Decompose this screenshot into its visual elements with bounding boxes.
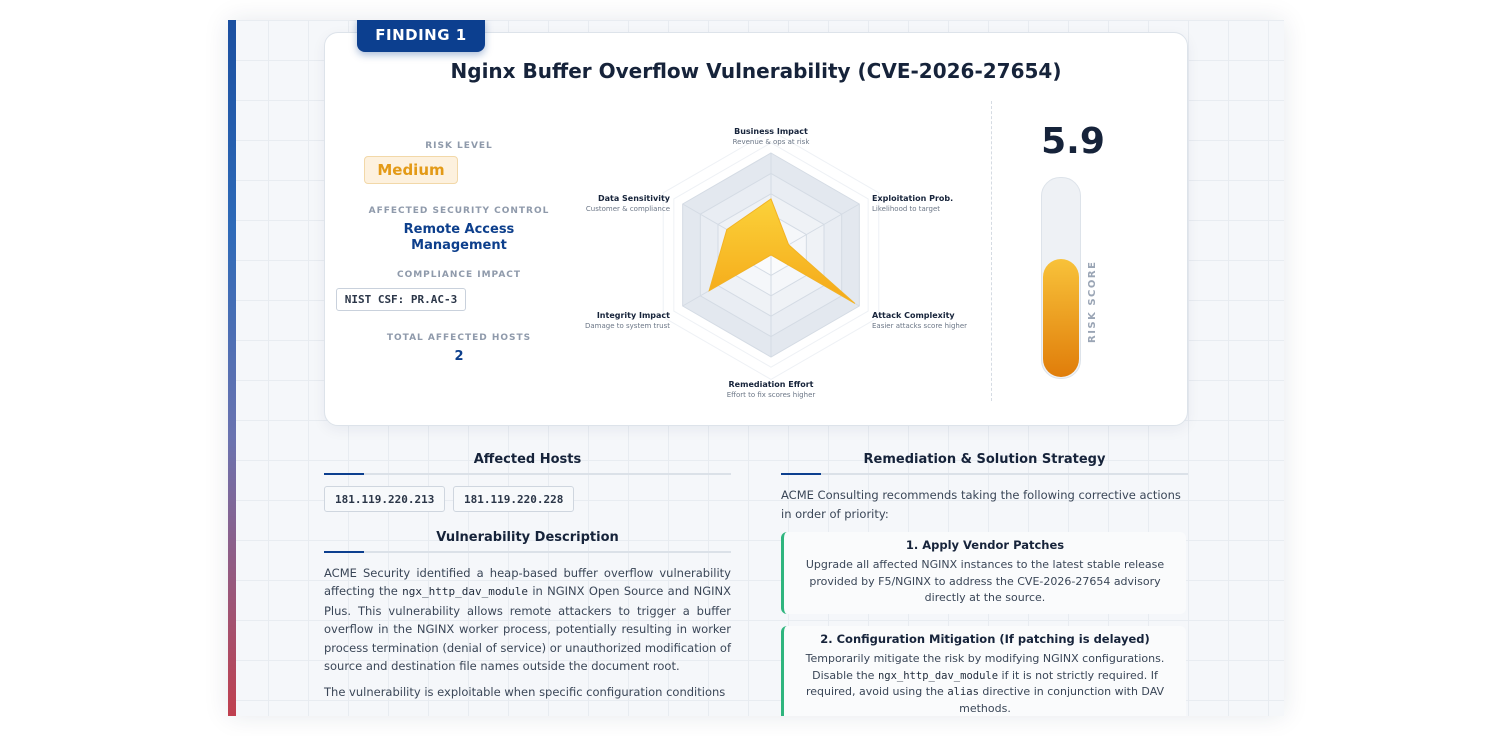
vulnerability-description-heading: Vulnerability Description bbox=[324, 530, 731, 553]
radar-axis-label: Integrity Impact bbox=[597, 311, 670, 320]
compliance-value: NIST CSF: PR.AC-3 bbox=[335, 288, 467, 311]
risk-score-value: 5.9 bbox=[1041, 121, 1105, 162]
accent-bar bbox=[228, 20, 236, 716]
compliance-label: COMPLIANCE IMPACT bbox=[396, 270, 522, 280]
radar-axis-label: Data Sensitivity bbox=[598, 194, 671, 203]
radar-axis-label: Attack Complexity bbox=[872, 311, 955, 320]
risk-radar-chart: Business Impact Revenue & ops at risk Expl… bbox=[585, 127, 967, 399]
module-name: ngx_http_dav_module bbox=[402, 585, 529, 599]
step-title: 2. Configuration Mitigation (If patching… bbox=[820, 632, 1150, 646]
radar-axis-label: Business Impact bbox=[734, 127, 808, 136]
radar-axis-sublabel: Likelihood to target bbox=[872, 205, 940, 213]
description-paragraph: The vulnerability is exploitable when sp… bbox=[324, 685, 726, 700]
remediation-heading: Remediation & Solution Strategy bbox=[781, 452, 1188, 475]
risk-score-label-wrap: RISK SCORE bbox=[1087, 233, 1107, 353]
divider bbox=[991, 101, 992, 401]
risk-score-gauge-fill bbox=[1043, 259, 1079, 377]
risk-score-gauge bbox=[1041, 177, 1081, 379]
radar-series-area bbox=[708, 198, 856, 304]
host-chip: 181.119.220.228 bbox=[453, 486, 575, 512]
finding-badge: FINDING 1 bbox=[357, 20, 485, 52]
radar-outer-ring bbox=[662, 129, 880, 381]
radar-axis-label: Remediation Effort bbox=[729, 380, 814, 389]
hosts-count: 2 bbox=[454, 349, 464, 364]
finding-meta: RISK LEVEL Medium AFFECTED SECURITY CONT… bbox=[335, 141, 563, 364]
radar-axis-sublabel: Revenue & ops at risk bbox=[733, 138, 811, 146]
report-page: Nginx Buffer Overflow Vulnerability (CVE… bbox=[228, 20, 1284, 716]
affected-hosts-heading: Affected Hosts bbox=[324, 452, 731, 475]
host-chip: 181.119.220.213 bbox=[324, 486, 446, 512]
radar-axis-sublabel: Damage to system trust bbox=[585, 322, 670, 330]
step-body: Upgrade all affected NGINX instances to … bbox=[805, 558, 1165, 604]
vulnerability-description: ACME Security identified a heap-based bu… bbox=[324, 564, 731, 710]
remediation-step: 1. Apply Vendor Patches Upgrade all affe… bbox=[781, 532, 1186, 614]
control-value: Remote Access Management bbox=[403, 222, 515, 253]
radar-axis-label: Exploitation Prob. bbox=[872, 194, 953, 203]
step-title: 1. Apply Vendor Patches bbox=[905, 538, 1065, 552]
radar-axis-sublabel: Effort to fix scores higher bbox=[727, 391, 816, 399]
risk-level-badge: Medium bbox=[364, 156, 458, 184]
finding-title: Nginx Buffer Overflow Vulnerability (CVE… bbox=[450, 59, 1062, 83]
remediation-intro: ACME Consulting recommends taking the fo… bbox=[781, 488, 1181, 521]
remediation-step: 2. Configuration Mitigation (If patching… bbox=[781, 626, 1186, 716]
radar-axis-sublabel: Easier attacks score higher bbox=[872, 322, 967, 330]
risk-score-label: RISK SCORE bbox=[1087, 260, 1098, 343]
radar-axis-sublabel: Customer & compliance bbox=[586, 205, 670, 213]
finding-card: Nginx Buffer Overflow Vulnerability (CVE… bbox=[324, 32, 1188, 426]
risk-level-label: RISK LEVEL bbox=[425, 141, 493, 151]
hosts-label: TOTAL AFFECTED HOSTS bbox=[386, 333, 532, 343]
step-body: Temporarily mitigate the risk by modifyi… bbox=[805, 652, 1165, 715]
radar-outer-ring bbox=[673, 142, 869, 368]
control-label: AFFECTED SECURITY CONTROL bbox=[368, 206, 550, 216]
description-paragraph: ACME Security identified a heap-based bu… bbox=[324, 566, 731, 674]
